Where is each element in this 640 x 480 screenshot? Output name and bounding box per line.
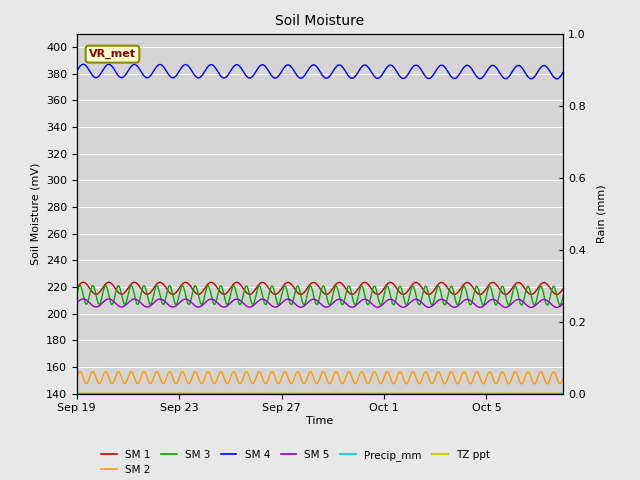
SM 3 — [556, 302, 564, 308]
SM 3 — [266, 288, 274, 293]
SM 3 — [182, 296, 190, 301]
TZ ppt — [266, 391, 273, 396]
Precip_mm — [266, 391, 273, 396]
Line: SM 1: SM 1 — [77, 282, 563, 295]
SM 3 — [142, 288, 150, 294]
SM 5 — [73, 300, 81, 306]
SM 5 — [186, 298, 194, 304]
Line: SM 4: SM 4 — [77, 64, 563, 79]
SM 4 — [97, 72, 104, 77]
SM 5 — [97, 302, 104, 308]
SM 3 — [97, 300, 104, 306]
SM 2 — [142, 372, 150, 378]
SM 3 — [428, 302, 436, 308]
TZ ppt — [96, 391, 104, 396]
Line: SM 5: SM 5 — [77, 299, 563, 307]
Line: SM 3: SM 3 — [77, 286, 563, 305]
SM 1 — [79, 279, 87, 285]
SM 5 — [182, 296, 190, 302]
Precip_mm — [142, 391, 150, 396]
SM 1 — [182, 279, 190, 285]
SM 3 — [559, 293, 567, 299]
TZ ppt — [186, 391, 193, 396]
TZ ppt — [182, 391, 190, 396]
SM 1 — [428, 289, 436, 295]
Text: VR_met: VR_met — [89, 49, 136, 59]
SM 4 — [186, 65, 194, 71]
SM 2 — [76, 369, 84, 374]
SM 1 — [142, 291, 150, 297]
SM 2 — [559, 375, 567, 381]
SM 3 — [76, 283, 84, 288]
TZ ppt — [559, 391, 567, 396]
SM 1 — [186, 283, 194, 288]
SM 5 — [142, 304, 150, 310]
SM 1 — [559, 286, 567, 291]
SM 2 — [266, 372, 274, 377]
SM 2 — [182, 377, 190, 383]
Precip_mm — [428, 391, 436, 396]
SM 1 — [73, 286, 81, 291]
SM 5 — [266, 301, 274, 307]
Precip_mm — [182, 391, 190, 396]
SM 5 — [79, 296, 87, 302]
SM 1 — [266, 287, 274, 293]
SM 2 — [73, 375, 81, 381]
SM 4 — [553, 76, 561, 82]
SM 5 — [428, 303, 436, 309]
X-axis label: Time: Time — [307, 416, 333, 426]
SM 4 — [428, 73, 436, 79]
SM 4 — [73, 68, 81, 74]
TZ ppt — [142, 391, 150, 396]
Y-axis label: Soil Moisture (mV): Soil Moisture (mV) — [30, 162, 40, 265]
Precip_mm — [559, 391, 567, 396]
SM 2 — [556, 381, 564, 387]
Precip_mm — [186, 391, 193, 396]
TZ ppt — [73, 391, 81, 396]
SM 3 — [73, 292, 81, 298]
SM 2 — [186, 380, 194, 385]
Legend: SM 1, SM 2, SM 3, SM 4, SM 5, Precip_mm, TZ ppt: SM 1, SM 2, SM 3, SM 4, SM 5, Precip_mm,… — [97, 445, 494, 479]
TZ ppt — [428, 391, 436, 396]
SM 5 — [553, 304, 561, 310]
SM 1 — [553, 292, 561, 298]
SM 5 — [559, 300, 567, 306]
SM 4 — [79, 61, 87, 67]
Line: SM 2: SM 2 — [77, 372, 563, 384]
Title: Soil Moisture: Soil Moisture — [275, 14, 365, 28]
Y-axis label: Rain (mm): Rain (mm) — [597, 184, 607, 243]
Precip_mm — [96, 391, 104, 396]
SM 2 — [97, 380, 104, 385]
SM 4 — [559, 69, 567, 75]
SM 4 — [182, 62, 190, 68]
SM 3 — [186, 300, 194, 306]
SM 4 — [266, 71, 274, 76]
SM 4 — [142, 75, 150, 81]
SM 2 — [428, 381, 436, 386]
Precip_mm — [73, 391, 81, 396]
SM 1 — [97, 288, 104, 294]
